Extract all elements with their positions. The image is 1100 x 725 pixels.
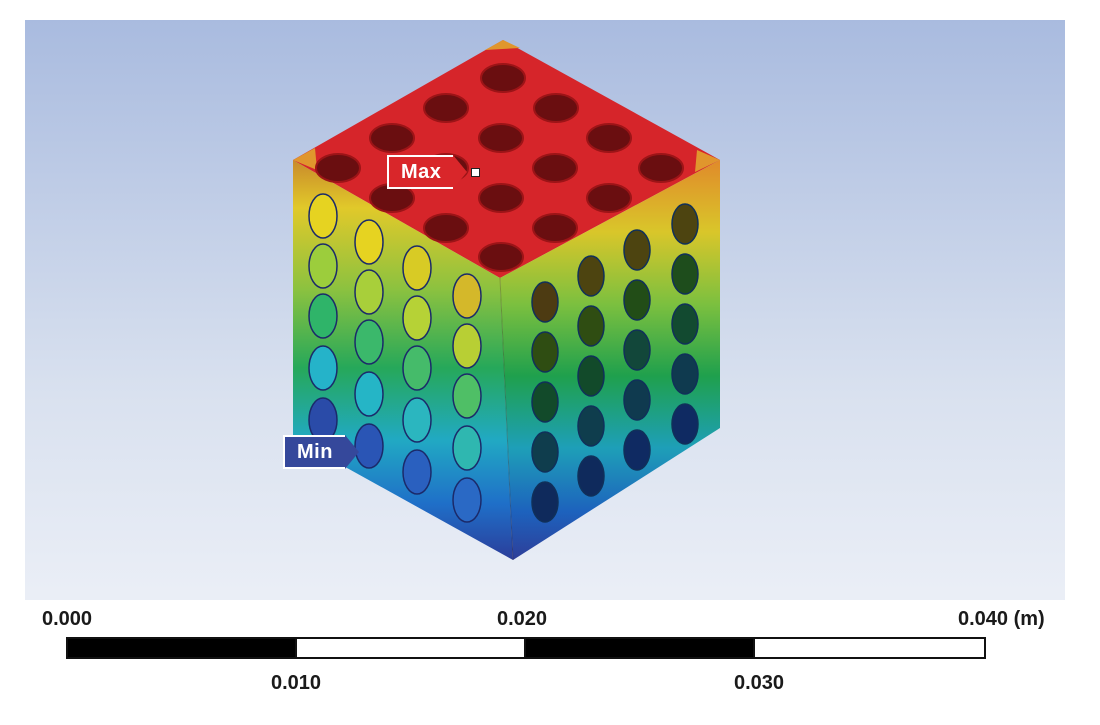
scale-segment bbox=[66, 637, 297, 659]
top-face-holes bbox=[315, 63, 684, 272]
top-corner-tint bbox=[485, 40, 520, 50]
cube-edges bbox=[499, 277, 514, 561]
max-probe-pointer bbox=[453, 155, 468, 189]
min-probe[interactable]: Min bbox=[283, 435, 359, 469]
scale-label-030: 0.030 bbox=[734, 672, 785, 694]
top-corner-tint bbox=[695, 150, 720, 172]
scale-ruler: 0.000 0.020 0.040 (m) 0.010 0.030 bbox=[0, 600, 1100, 710]
min-probe-label: Min bbox=[283, 435, 345, 469]
cube-top-face bbox=[293, 40, 720, 278]
graphics-viewport[interactable]: Max Min bbox=[25, 20, 1065, 700]
scale-label-010: 0.010 bbox=[271, 672, 322, 694]
scale-label-040: 0.040 (m) bbox=[958, 608, 1045, 630]
top-corner-tint bbox=[293, 148, 317, 170]
min-probe-pointer bbox=[344, 435, 359, 469]
scale-label-020: 0.020 bbox=[497, 608, 548, 630]
scale-segment bbox=[524, 637, 755, 659]
lattice-cube-model[interactable] bbox=[25, 20, 1065, 700]
right-face-holes bbox=[531, 203, 699, 523]
scale-segment bbox=[295, 637, 526, 659]
scale-segment bbox=[753, 637, 986, 659]
left-face-holes bbox=[308, 193, 482, 523]
max-probe-label: Max bbox=[387, 155, 454, 189]
max-probe[interactable]: Max bbox=[387, 155, 468, 189]
max-probe-marker bbox=[471, 168, 480, 177]
scale-label-0: 0.000 bbox=[42, 608, 93, 630]
